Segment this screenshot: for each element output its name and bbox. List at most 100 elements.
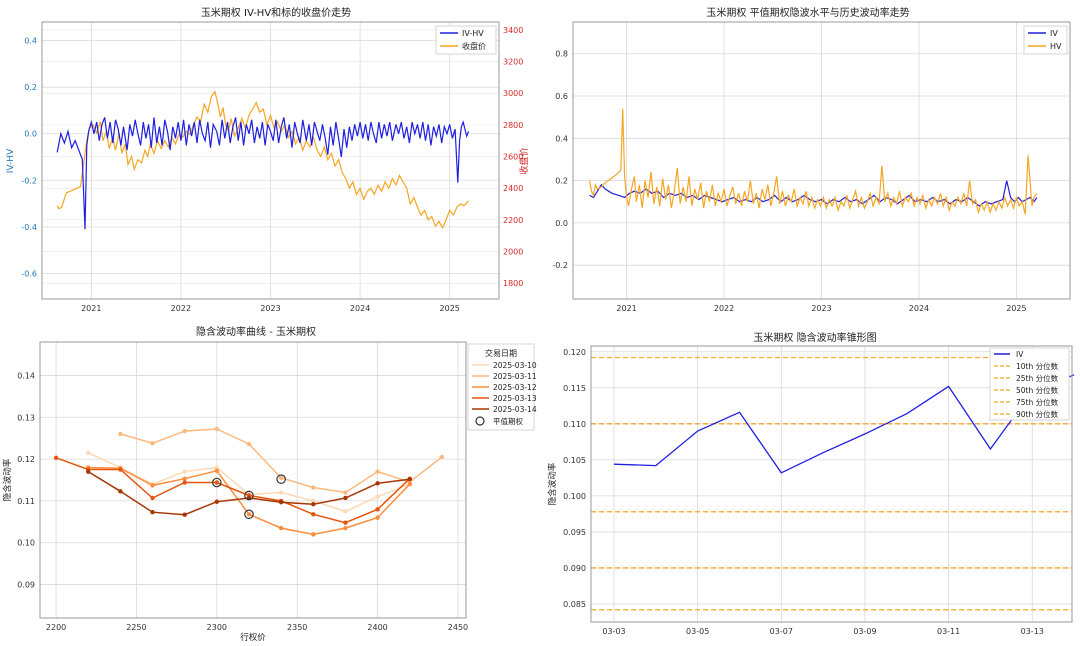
panel-iv-hv-price: 玉米期权 IV-HV和标的收盘价走势 2021 2022 2023 2024 2025 … — [6, 6, 530, 313]
p2-grid — [573, 22, 1070, 299]
p3-smile-point — [150, 441, 155, 446]
panel-iv-vs-hv: 玉米期权 平值期权隐波水平与历史波动率走势 2021 2022 2023 2024 20… — [552, 6, 1071, 313]
p1-y2label: 收盘价 — [518, 147, 530, 174]
p3-smile-point — [214, 426, 220, 432]
p3-smile-point — [375, 515, 380, 520]
p1-legend-box — [435, 25, 497, 55]
p3-smile-point — [182, 428, 187, 434]
p3-smile-point — [214, 480, 220, 485]
p3-legend-title: 交易日期 — [485, 348, 517, 358]
p1-legend-price: 收盘价 — [462, 41, 486, 51]
p4-y-axis: 0.085 0.090 0.095 0.100 0.105 0.110 0.115 0.120 — [563, 348, 586, 609]
p1-legend-iv-hv: IV-HV — [462, 29, 484, 38]
p3-smile-point — [214, 499, 220, 504]
p3-smile-point — [118, 467, 123, 472]
p2-legend: IV HV — [1023, 25, 1068, 55]
p3-smile-point — [246, 441, 252, 447]
p3-xtick-label: 2200 — [46, 623, 66, 632]
panel-volatility-cone: 玉米期权 隐含波动率锥形图 03-03 03-05 03-07 03-09 03-11 0… — [547, 331, 1075, 636]
p1-y2tick-label: 3400 — [503, 26, 523, 35]
p4-xtick-label: 03-13 — [1021, 627, 1044, 636]
p3-smile-point — [53, 455, 59, 461]
p1-xtick-label: 2025 — [440, 304, 460, 313]
p3-smile-line-2025-03-13 — [55, 457, 411, 524]
p2-ytick-label: -0.2 — [552, 261, 568, 270]
p4-plot-area — [591, 356, 1075, 611]
p4-legend-p25: 25th 分位数 — [1016, 373, 1059, 383]
p3-atm-marker — [244, 509, 254, 520]
p2-legend-hv: HV — [1050, 42, 1062, 51]
p3-smile-point — [311, 502, 316, 507]
p4-ytick-label: 0.120 — [563, 348, 586, 357]
p4-title: 玉米期权 隐含波动率锥形图 — [753, 331, 876, 344]
p4-x-axis: 03-03 03-05 03-07 03-09 03-11 03-13 — [602, 627, 1044, 636]
p2-xtick-label: 2021 — [616, 304, 636, 313]
p3-legend-0310: 2025-03-10 — [493, 361, 537, 370]
p3-legend-0314: 2025-03-14 — [493, 405, 537, 414]
p1-ylabel: IV-HV — [6, 148, 16, 173]
p4-legend-p50: 50th 分位数 — [1016, 385, 1059, 395]
p3-smile-point — [214, 468, 220, 473]
p3-xtick-label: 2250 — [126, 623, 146, 632]
p3-xtick-label: 2450 — [448, 623, 468, 632]
p3-smile-point — [214, 465, 220, 470]
p4-ytick-label: 0.090 — [563, 564, 586, 573]
p1-x-axis: 2021 2022 2023 2024 2025 — [81, 304, 460, 313]
p3-legend-0312: 2025-03-12 — [493, 383, 537, 392]
p3-smile-point — [311, 498, 316, 504]
p3-smile-point — [343, 520, 348, 525]
p1-xtick-label: 2023 — [260, 304, 280, 313]
p3-xtick-label: 2400 — [367, 623, 387, 632]
p2-ytick-label: 0.0 — [555, 219, 568, 228]
p3-smile-point — [343, 525, 348, 531]
p1-y2tick-label: 2400 — [503, 184, 523, 193]
p1-grid — [42, 22, 499, 299]
p3-smile-point — [343, 490, 348, 495]
p3-smile-point — [118, 489, 123, 494]
p2-axes-frame — [572, 21, 1071, 300]
p3-smile-point — [150, 483, 155, 488]
p3-atm-marker — [244, 490, 254, 501]
p2-hv-line — [589, 108, 1038, 215]
p4-legend-p10: 10th 分位数 — [1016, 361, 1059, 371]
p1-y2tick-label: 2200 — [503, 216, 523, 225]
p3-legend-atm-marker — [475, 416, 485, 426]
p4-xtick-label: 03-09 — [853, 627, 876, 636]
p3-smile-point — [182, 512, 187, 517]
p1-price-line — [56, 90, 469, 230]
p1-y2tick-label: 2600 — [503, 153, 523, 162]
p3-atm-marker — [212, 477, 222, 488]
p3-y-axis: 0.09 0.10 0.11 0.12 0.13 0.14 — [17, 371, 35, 589]
p1-ytick-label: 0.4 — [24, 37, 37, 46]
p4-legend-iv: IV — [1016, 350, 1024, 359]
p3-smile-point — [343, 495, 348, 501]
p3-smile-point — [375, 481, 380, 486]
p3-smile-point — [182, 476, 187, 481]
p3-xtick-label: 2350 — [287, 623, 307, 632]
p3-atm-marker — [276, 474, 286, 484]
p3-smile-point — [86, 450, 91, 456]
p3-xlabel: 行权价 — [240, 632, 266, 643]
p4-ytick-label: 0.105 — [563, 456, 586, 465]
p2-xtick-label: 2022 — [714, 304, 734, 313]
p4-xtick-label: 03-05 — [686, 627, 709, 636]
p3-ytick-label: 0.14 — [17, 371, 35, 380]
p3-smile-point — [278, 475, 284, 481]
p1-axes-frame — [41, 21, 500, 300]
p1-y2tick-label: 3200 — [503, 58, 523, 67]
p4-legend-p90: 90th 分位数 — [1016, 409, 1059, 419]
p1-legend: IV-HV 收盘价 — [435, 25, 497, 55]
p3-legend: 交易日期 2025-03-10 2025-03-11 2025-03-12 20… — [467, 343, 537, 431]
p3-ytick-label: 0.10 — [17, 539, 35, 548]
p1-xtick-label: 2024 — [350, 304, 370, 313]
p3-smile-point — [407, 481, 412, 487]
p3-smile-point — [311, 532, 316, 537]
p1-xtick-label: 2022 — [171, 304, 191, 313]
p4-ytick-label: 0.085 — [563, 600, 586, 609]
p1-plot-area — [56, 90, 470, 230]
p3-smile-point — [86, 469, 91, 474]
p1-y2tick-label: 3000 — [503, 89, 523, 98]
p2-plot-area — [589, 108, 1038, 215]
p3-ylabel: 隐含波动率 — [2, 458, 13, 501]
